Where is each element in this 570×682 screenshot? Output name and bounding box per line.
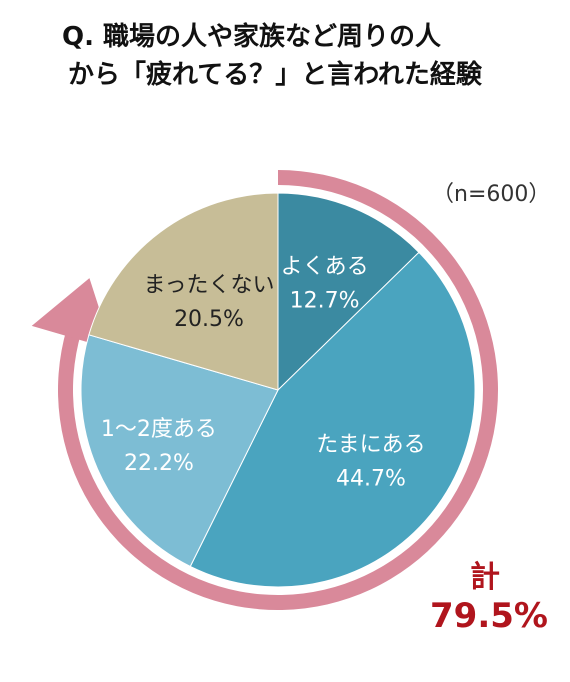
pie-slice-3 (88, 192, 279, 391)
slice-label-3: まったくない (143, 273, 274, 298)
slice-label-2: 1～2度ある (101, 417, 217, 442)
slice-value-3: 20.5% (174, 307, 244, 332)
slice-label-0: よくある (281, 254, 369, 279)
total-label: 計 (470, 560, 500, 595)
pie-slices (80, 192, 476, 588)
slice-label-1: たまにある (316, 433, 425, 458)
chart-title: Q. 職場の人や家族など周りの人 から「疲れてる？」と言われた経験 (62, 18, 562, 94)
slice-labels: よくある 12.7% たまにある 44.7% 1～2度ある 22.2% まったくない 20.5… (101, 254, 426, 491)
sample-size: （n=600） (432, 182, 551, 207)
pie-slice-0 (277, 192, 420, 392)
total-annotation: 計 79.5% (430, 560, 548, 636)
slice-value-1: 44.7% (336, 467, 406, 492)
pie-slice-1 (189, 251, 476, 588)
total-value: 79.5% (430, 596, 548, 636)
title-line-2: から「疲れてる？」と言われた経験 (68, 60, 482, 90)
slice-value-2: 22.2% (124, 451, 194, 476)
title-line-1: Q. 職場の人や家族など周りの人 (62, 22, 442, 52)
pie-slice-2 (80, 334, 279, 568)
slice-value-0: 12.7% (290, 288, 360, 313)
